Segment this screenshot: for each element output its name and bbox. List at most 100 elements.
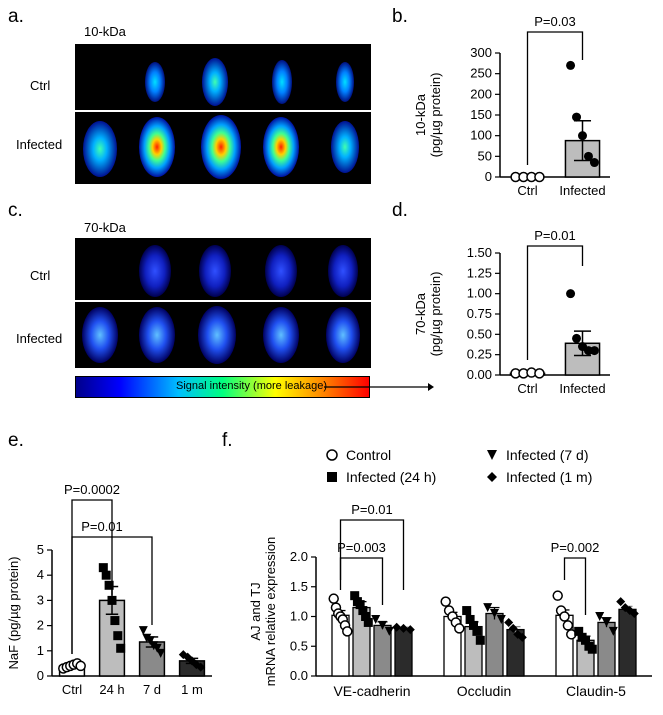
y-tick-label: 200 — [470, 86, 492, 101]
data-point — [472, 626, 482, 636]
signal-intensity-colorbar: Signal intensity (more leakage) — [75, 376, 434, 398]
data-point — [462, 606, 472, 616]
data-point — [440, 596, 451, 607]
data-point — [104, 580, 114, 590]
y-axis-label: (pg/µg protein) — [428, 272, 443, 357]
legend-marker — [326, 449, 338, 461]
y-tick-label: 2 — [37, 618, 44, 633]
data-point — [196, 662, 206, 672]
x-tick-label: Occludin — [457, 683, 511, 699]
y-tick-label: 1.00 — [467, 286, 492, 301]
data-point — [355, 600, 365, 610]
significance-bracket — [71, 536, 153, 654]
data-point — [116, 643, 126, 653]
x-tick-label: Ctrl — [517, 381, 537, 396]
panel-a-title: 10-kDa — [84, 24, 126, 39]
data-point — [572, 333, 582, 343]
data-point — [483, 603, 493, 613]
data-point — [559, 611, 570, 622]
panel-c-row-infected: Infected — [16, 331, 63, 346]
y-axis-label: NaF (pg/µg protein) — [6, 557, 21, 670]
y-axis-label: AJ and TJ — [248, 582, 263, 640]
data-point — [138, 626, 148, 636]
panel-a-letter: a. — [8, 6, 24, 27]
significance-bracket — [339, 557, 384, 605]
p-value-label: P=0.003 — [337, 540, 386, 555]
data-point — [504, 617, 514, 627]
bar — [394, 627, 413, 677]
y-tick-label: 100 — [470, 128, 492, 143]
data-point — [363, 617, 373, 627]
y-tick-label: 0.75 — [467, 306, 492, 321]
data-point — [620, 603, 630, 613]
legend-label: Infected (1 m) — [506, 469, 592, 485]
data-point — [145, 636, 155, 646]
y-tick-label: 150 — [470, 107, 492, 122]
data-point — [110, 616, 120, 626]
y-tick-label: 0.0 — [290, 668, 308, 683]
y-tick-label: 4 — [37, 567, 44, 582]
y-axis-label: 10-kDa — [413, 93, 428, 136]
x-tick-label: 7 d — [143, 682, 161, 697]
data-point — [371, 614, 381, 624]
data-point — [75, 660, 86, 672]
data-point — [405, 625, 415, 635]
x-tick-label: 24 h — [99, 682, 124, 697]
y-tick-label: 1.5 — [290, 579, 308, 594]
data-point — [469, 620, 478, 630]
data-point — [496, 614, 506, 624]
data-point — [384, 626, 394, 636]
y-tick-label: 250 — [470, 66, 492, 81]
y-tick-label: 2.0 — [290, 549, 308, 564]
y-tick-label: 1.50 — [467, 245, 492, 260]
data-point — [517, 632, 527, 642]
data-point — [475, 635, 485, 645]
data-point — [562, 620, 574, 631]
data-point — [608, 626, 618, 636]
significance-bracket — [563, 557, 587, 615]
y-axis-label: mRNA relative expression — [263, 537, 278, 687]
data-point — [534, 368, 545, 379]
panel-c-row-ctrl: Ctrl — [30, 268, 51, 283]
y-tick-label: 0.50 — [467, 326, 492, 341]
y-tick-label: 5 — [37, 542, 44, 557]
bar — [618, 608, 637, 677]
data-point — [602, 617, 611, 627]
data-point — [392, 622, 402, 632]
data-point — [328, 593, 339, 604]
y-tick-label: 3 — [37, 592, 44, 607]
data-point — [113, 631, 123, 641]
data-point — [578, 131, 587, 141]
y-axis-label: 70-kDa — [413, 292, 428, 335]
y-tick-label: 1 — [37, 643, 44, 658]
arrow-right-icon — [324, 383, 434, 391]
panel-a-row-ctrl: Ctrl — [30, 78, 51, 93]
data-point — [629, 609, 639, 619]
x-tick-label: Infected — [559, 183, 605, 198]
panel-a-row-infected: Infected — [16, 137, 63, 152]
x-tick-label: VE-cadherin — [333, 683, 410, 699]
data-point — [572, 112, 582, 122]
data-point — [178, 650, 188, 660]
x-tick-label: Claudin-5 — [566, 683, 626, 699]
x-tick-label: Infected — [559, 381, 605, 396]
data-point — [508, 623, 518, 633]
data-point — [378, 620, 387, 630]
brain-image-70kda — [75, 238, 371, 368]
data-point — [552, 590, 563, 601]
data-point — [191, 660, 201, 670]
p-value-label: P=0.01 — [534, 228, 576, 243]
significance-bracket — [339, 519, 405, 590]
data-point — [98, 563, 108, 573]
data-point — [587, 644, 597, 654]
legend-label: Infected (7 d) — [506, 447, 589, 463]
significance-bracket — [526, 245, 584, 360]
colorbar-label: Signal intensity (more leakage) — [176, 380, 328, 392]
chart-f: 0.0 0.5 1.0 1.5 2.0 AJ and TJ mRNA relative ex… — [248, 447, 652, 699]
p-value-label: P=0.0002 — [64, 482, 120, 497]
legend-marker — [487, 450, 497, 460]
y-axis-label: (pg/µg protein) — [428, 73, 443, 158]
data-point — [566, 60, 576, 70]
panel-d-letter: d. — [392, 200, 408, 221]
data-point — [465, 614, 475, 624]
